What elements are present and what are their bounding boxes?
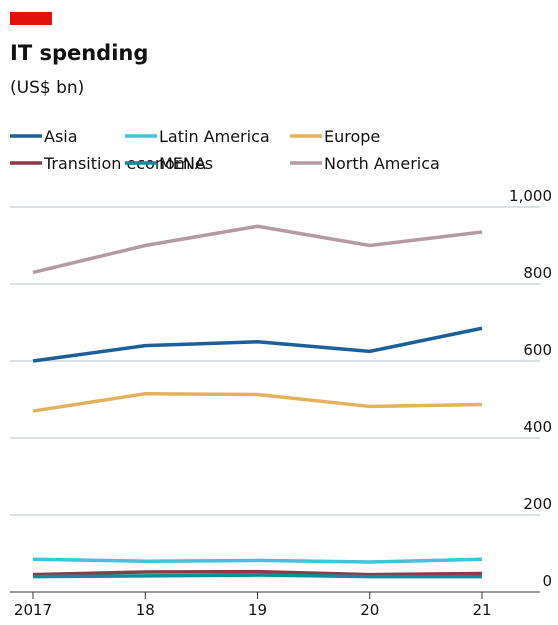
series-line [32, 391, 483, 413]
y-tick-label: 200 [523, 495, 552, 513]
series-line [32, 326, 483, 363]
x-tick-label: 18 [136, 601, 155, 619]
legend-label: Latin America [159, 127, 270, 146]
y-tick-label: 400 [523, 418, 552, 436]
legend-label: MENA [159, 154, 206, 173]
chart-subtitle: (US$ bn) [10, 78, 84, 98]
x-tick-label: 2017 [14, 601, 52, 619]
series-line [32, 557, 483, 564]
series-line [32, 224, 483, 275]
y-tick-label: 800 [523, 264, 552, 282]
legend-label: Asia [44, 127, 78, 146]
y-tick-label: 1,000 [509, 187, 552, 205]
legend-label: North America [324, 154, 440, 173]
y-tick-label: 0 [542, 572, 552, 590]
chart-title: IT spending [10, 41, 148, 65]
x-tick-label: 19 [248, 601, 267, 619]
brand-bar [10, 12, 52, 25]
series-line [32, 569, 483, 577]
x-tick-label: 20 [360, 601, 379, 619]
x-tick-label: 21 [472, 601, 491, 619]
series-line [32, 573, 482, 579]
legend-label: Europe [324, 127, 380, 146]
y-tick-label: 600 [523, 341, 552, 359]
